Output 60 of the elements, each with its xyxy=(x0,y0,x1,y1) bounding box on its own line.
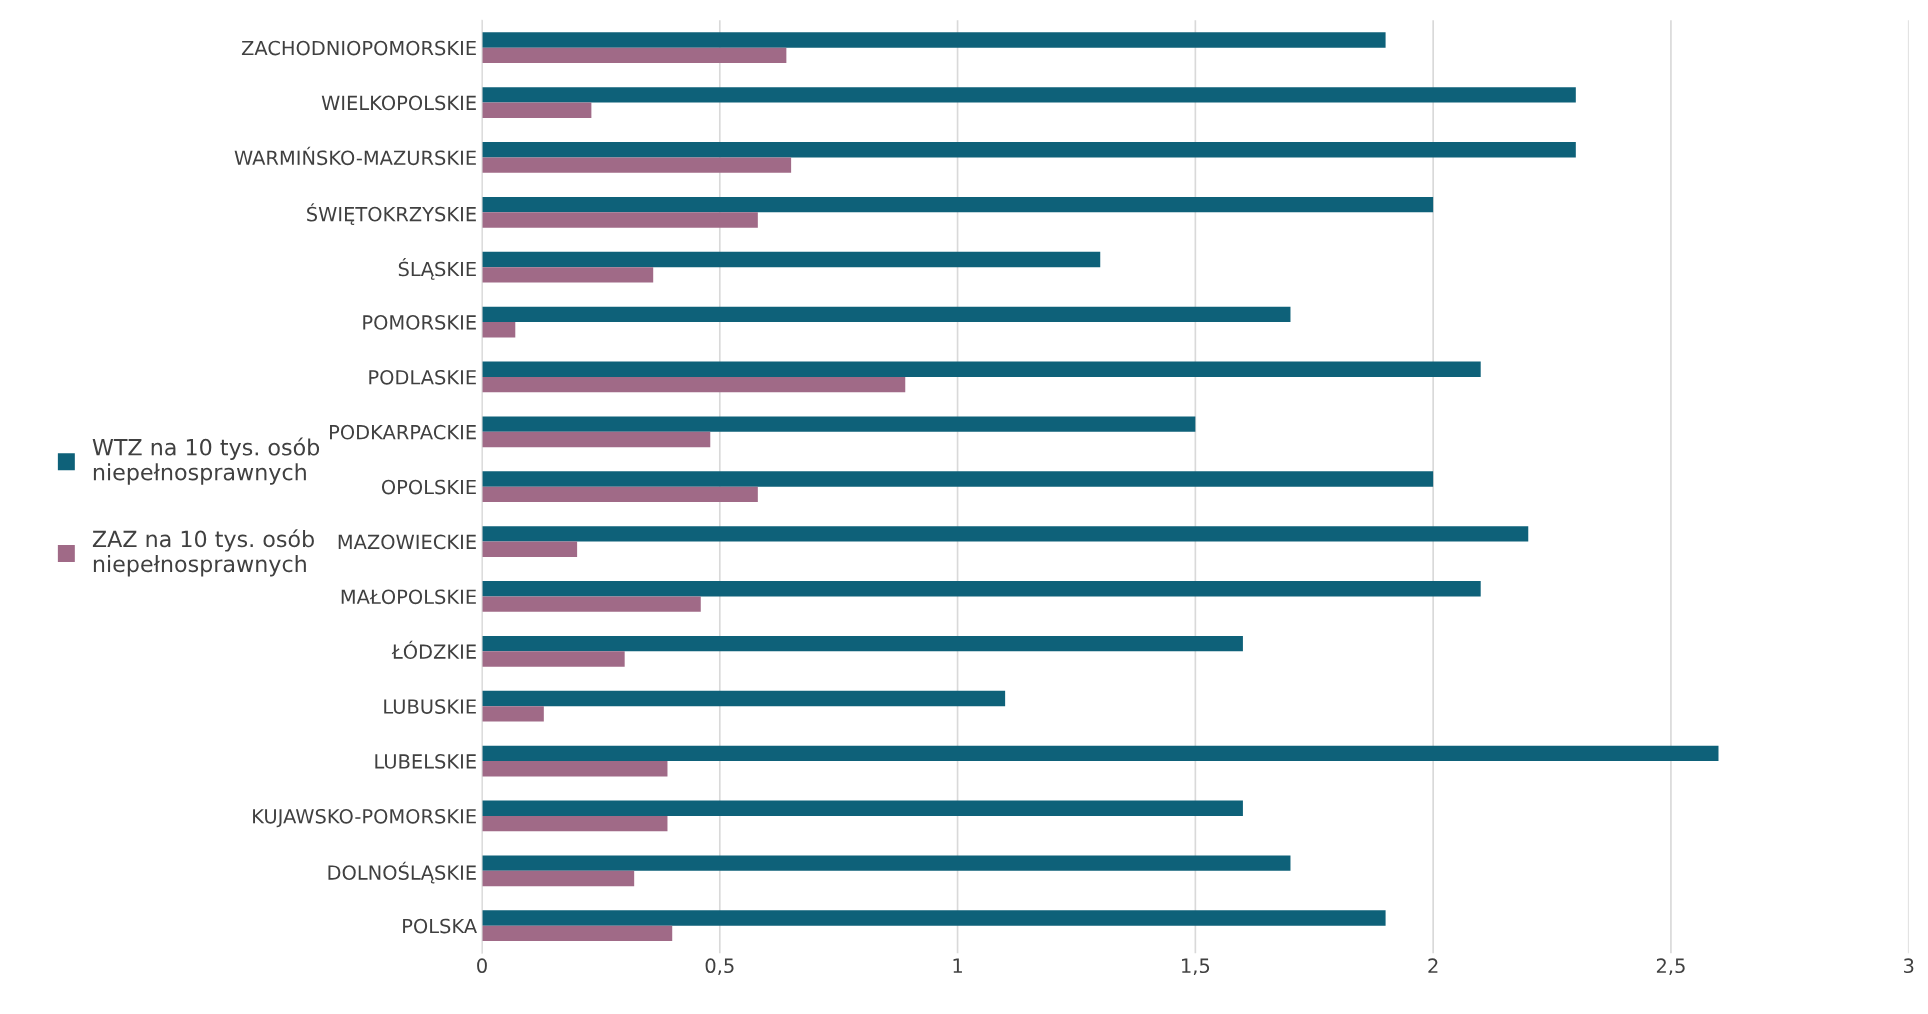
y-tick-label: ŚLĄSKIE xyxy=(398,258,476,280)
y-tick-label: MAZOWIECKIE xyxy=(338,534,476,550)
x-tick-label: 3 xyxy=(1904,958,1914,974)
y-tick-label: DOLNOŚLĄSKIE xyxy=(328,861,476,884)
y-tick-label: WIELKOPOLSKIE xyxy=(321,95,476,111)
x-tick-label: 0 xyxy=(477,958,487,974)
bar xyxy=(482,800,1243,816)
x-tick-label: 0,5 xyxy=(705,958,734,976)
bar xyxy=(482,471,1434,487)
bar xyxy=(482,541,578,557)
bar xyxy=(482,706,544,722)
y-tick-label: PODLASKIE xyxy=(369,369,476,385)
bar xyxy=(482,416,1196,432)
y-tick-label: POMORSKIE xyxy=(363,315,476,330)
x-tick-label: 2 xyxy=(1428,958,1438,973)
legend-label: ZAZ na 10 tys. osób niepełnosprawnych xyxy=(92,529,314,577)
bar xyxy=(482,745,1719,762)
bar xyxy=(482,815,668,832)
bar xyxy=(482,47,787,64)
bar xyxy=(482,526,1529,542)
bar xyxy=(482,925,673,942)
bar xyxy=(482,142,1576,158)
bar xyxy=(482,322,516,338)
bar xyxy=(482,251,1101,268)
bar xyxy=(482,651,625,667)
bar xyxy=(482,910,1386,926)
bar xyxy=(482,196,1434,213)
bar xyxy=(482,761,668,777)
y-tick-label: OPOLSKIE xyxy=(381,479,476,495)
bar xyxy=(482,102,592,118)
bar xyxy=(482,855,1291,871)
bar xyxy=(482,690,1006,707)
bar xyxy=(482,596,701,612)
bar xyxy=(482,581,1481,597)
y-tick-label: PODKARPACKIE xyxy=(330,424,476,440)
bar xyxy=(482,157,792,173)
legend-label: WTZ na 10 tys. osób niepełnosprawnych xyxy=(92,437,320,485)
y-tick-label: WARMIŃSKO-MAZURSKIE xyxy=(234,146,476,166)
y-tick-label: ŚWIĘTOKRZYSKIE xyxy=(307,203,476,225)
y-tick-label: MAŁOPOLSKIE xyxy=(341,589,476,605)
y-tick-label: LUBELSKIE xyxy=(375,754,476,769)
bar xyxy=(482,635,1243,652)
bar xyxy=(482,212,758,228)
x-tick-label: 1 xyxy=(953,958,962,973)
bar xyxy=(482,267,654,283)
bar xyxy=(482,87,1576,103)
bar xyxy=(482,32,1386,48)
bar xyxy=(482,306,1291,323)
bar xyxy=(482,376,906,393)
bar xyxy=(482,361,1481,377)
bar xyxy=(482,870,635,887)
y-tick-label: LUBUSKIE xyxy=(384,699,476,714)
bar xyxy=(482,431,711,448)
x-tick-label: 1,5 xyxy=(1182,958,1210,976)
y-tick-label: KUJAWSKO-POMORSKIE xyxy=(253,808,476,828)
x-tick-label: 2,5 xyxy=(1656,958,1685,976)
y-tick-label: ZACHODNIOPOMORSKIE xyxy=(241,40,476,56)
y-tick-label: POLSKA xyxy=(403,918,477,934)
bar xyxy=(482,486,758,503)
y-tick-label: ŁÓDZKIE xyxy=(391,640,476,660)
